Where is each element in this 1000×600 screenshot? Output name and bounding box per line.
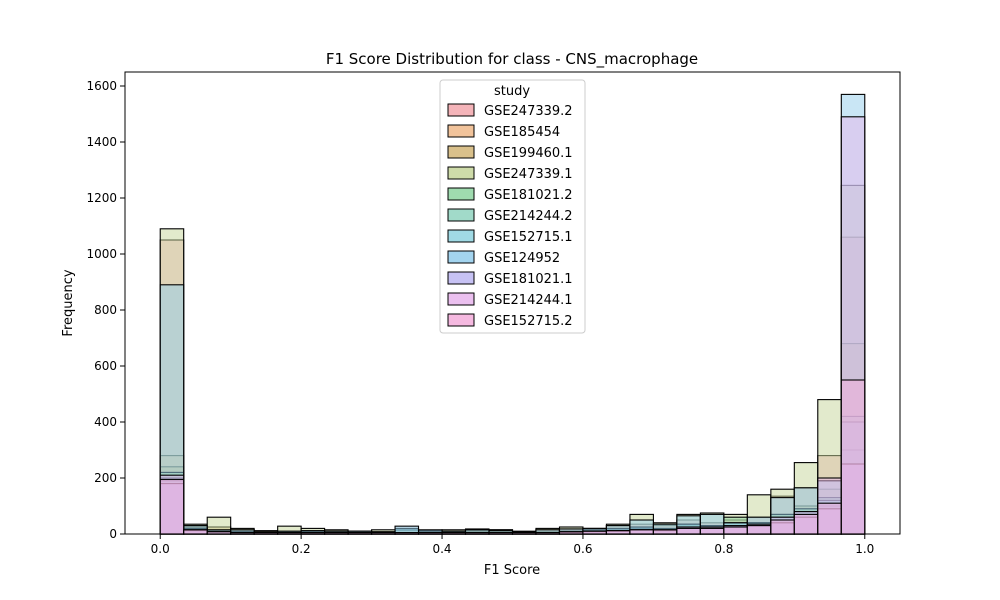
y-tick-label: 0 [109,527,117,541]
y-tick-label: 200 [94,471,117,485]
x-axis-ticks: 0.0 0.2 0.4 0.6 0.8 1.0 [151,534,874,556]
legend-title: study [494,84,530,99]
legend-swatch [447,229,475,243]
legend-swatch [447,208,475,222]
bar-GSE152715.2-0 [159,478,185,535]
bar-GSE152715.2-25 [746,525,772,535]
bar-GSE152715.2-1 [183,529,208,535]
bar-GSE152715.2-23 [699,527,725,535]
legend-swatch [447,292,475,306]
legend-swatch [447,124,475,138]
x-tick-label: 0.2 [292,542,311,556]
legend-swatch [447,313,475,327]
bar-GSE152715.2-22 [676,527,701,535]
bar-GSE152715.2-20 [629,529,654,535]
legend-swatch [447,250,475,264]
legend-label: GSE181021.1 [484,272,573,287]
bar-GSE152715.2-27 [793,513,819,535]
y-tick-label: 1600 [86,79,117,93]
y-tick-label: 400 [94,415,117,429]
bar-GSE152715.2-21 [652,529,678,535]
bar-GSE152715.2-24 [723,526,748,535]
y-tick-label: 1000 [86,247,117,261]
legend-swatch [447,271,475,285]
legend-swatch [447,145,475,159]
y-tick-label: 1200 [86,191,117,205]
y-axis-ticks: 0 200 400 600 800 1000 1200 1400 1600 [86,79,125,541]
bar-GSE152715.2-29 [840,379,866,535]
x-tick-label: 0.8 [714,542,733,556]
legend-box [439,79,586,334]
legend-label: GSE214244.1 [484,293,573,308]
legend-items: GSE247339.2 GSE185454 GSE199460.1 GSE247339… [447,103,573,329]
y-tick-label: 1400 [86,135,117,149]
chart-title: F1 Score Distribution for class - CNS_ma… [326,50,698,69]
plot-frame [124,71,901,535]
y-tick-label: 600 [94,359,117,373]
x-tick-label: 1.0 [855,542,874,556]
x-tick-label: 0.6 [573,542,592,556]
legend-label: GSE247339.2 [484,104,573,119]
legend-label: GSE247339.1 [484,167,573,182]
legend-label: GSE152715.1 [484,230,573,245]
legend-swatch [447,103,475,117]
legend-label: GSE185454 [484,125,560,140]
y-axis-label: Frequency [61,269,76,336]
bar-GSE152715.2-28 [817,502,842,535]
y-tick-label: 800 [94,303,117,317]
legend-swatch [447,187,475,201]
legend-label: GSE181021.2 [484,188,573,203]
legend-label: GSE124952 [484,251,560,266]
bar-GSE152715.2-19 [605,530,631,535]
legend-label: GSE152715.2 [484,314,573,329]
x-axis-label: F1 Score [484,563,540,578]
x-tick-label: 0.4 [432,542,451,556]
legend-label: GSE199460.1 [484,146,573,161]
legend-label: GSE214244.2 [484,209,573,224]
bar-GSE152715.2-26 [770,519,795,535]
legend-swatch [447,166,475,180]
x-tick-label: 0.0 [151,542,170,556]
legend: study GSE247339.2GSE185454GSE199460.1GSE… [439,79,586,334]
